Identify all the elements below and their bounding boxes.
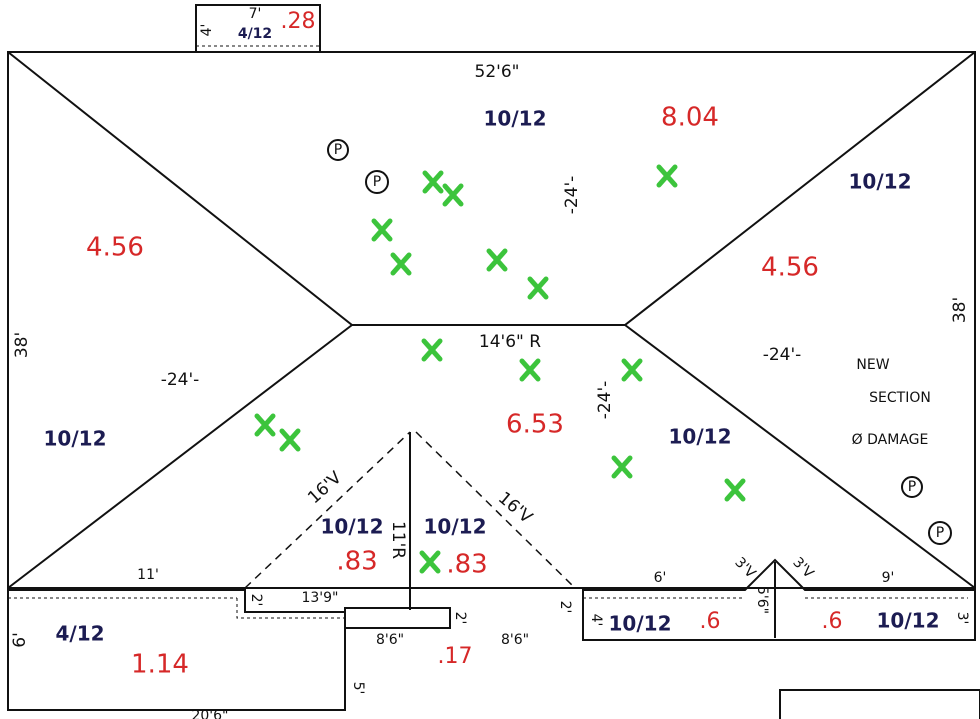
label: 6' (10, 632, 30, 648)
damage-mark (422, 553, 438, 571)
label: 2' (248, 594, 264, 607)
label: 4' (199, 24, 215, 37)
label: 6' (654, 570, 667, 586)
label: 3' (954, 612, 970, 625)
damage-mark (727, 481, 743, 499)
label: 10/12 (849, 170, 912, 194)
label: 4.56 (761, 253, 819, 283)
label: 1.14 (131, 650, 189, 680)
label: 52'6" (475, 62, 520, 82)
damage-marks (257, 167, 743, 571)
label: -24'- (763, 345, 802, 365)
label: 11' (137, 567, 159, 583)
label: 16'V (304, 468, 346, 508)
pipe: P (908, 479, 916, 495)
label: 38' (950, 297, 970, 323)
label: 8'6" (376, 632, 404, 648)
damage-mark (624, 361, 640, 379)
pipe: P (334, 142, 342, 158)
label: .17 (438, 644, 473, 669)
damage-mark (530, 279, 546, 297)
label: 10/12 (424, 515, 487, 539)
legend-box (780, 690, 980, 719)
pipe: P (936, 525, 944, 541)
label: -24'- (562, 176, 582, 215)
damage-mark (445, 186, 461, 204)
label: 8.04 (661, 103, 719, 133)
label: -24'- (595, 381, 615, 420)
hips (8, 52, 975, 588)
label: 10/12 (321, 515, 384, 539)
damage-mark (257, 416, 273, 434)
label: 4' (588, 614, 604, 627)
pipe: P (373, 174, 381, 190)
label: 10/12 (484, 107, 547, 131)
label: 20'6" (191, 708, 228, 719)
damage-mark (374, 221, 390, 239)
label: 10/12 (609, 612, 672, 636)
label: .83 (336, 547, 377, 577)
label: 5'6" (754, 586, 770, 614)
label: 10/12 (877, 609, 940, 633)
label: 2' (557, 601, 573, 614)
label: 3'V (731, 554, 758, 581)
label: 10/12 (669, 425, 732, 449)
label: 38' (12, 332, 32, 358)
label: .83 (446, 550, 487, 580)
label: 11'R (388, 521, 408, 559)
label: 6.53 (506, 410, 564, 440)
damage-mark (282, 431, 298, 449)
note: NEW (856, 357, 889, 373)
roof-diagram: 7' 4/12 .28 4' 52'6" 38' 38' 14'6" R 10/… (0, 0, 980, 719)
label: 14'6" R (479, 332, 541, 352)
damage-mark (522, 361, 538, 379)
note: SECTION (869, 390, 931, 406)
center-section (345, 608, 450, 628)
pipes: P P P P (328, 140, 951, 544)
main-roof (8, 52, 975, 588)
label: 5' (350, 682, 366, 695)
label: 10/12 (44, 427, 107, 451)
damage-mark (489, 251, 505, 269)
label: 7' (249, 6, 262, 22)
labels: 7' 4/12 .28 4' 52'6" 38' 38' 14'6" R 10/… (10, 6, 970, 719)
label: 2' (452, 612, 468, 625)
label: 13'9" (301, 590, 338, 606)
label: .6 (700, 609, 721, 634)
damage-mark (614, 458, 630, 476)
label: -24'- (161, 370, 200, 390)
note: Ø DAMAGE (852, 432, 929, 448)
label: 8'6" (501, 632, 529, 648)
damage-mark (659, 167, 675, 185)
label: .6 (822, 609, 843, 634)
label: .28 (281, 9, 316, 34)
damage-mark (425, 173, 441, 191)
damage-mark (393, 255, 409, 273)
left-eave (8, 598, 345, 618)
label: 4/12 (238, 26, 272, 42)
label: 9' (882, 570, 895, 586)
label: 16'V (494, 488, 536, 528)
label: 4.56 (86, 233, 144, 263)
damage-mark (424, 341, 440, 359)
label: 4/12 (55, 622, 104, 646)
